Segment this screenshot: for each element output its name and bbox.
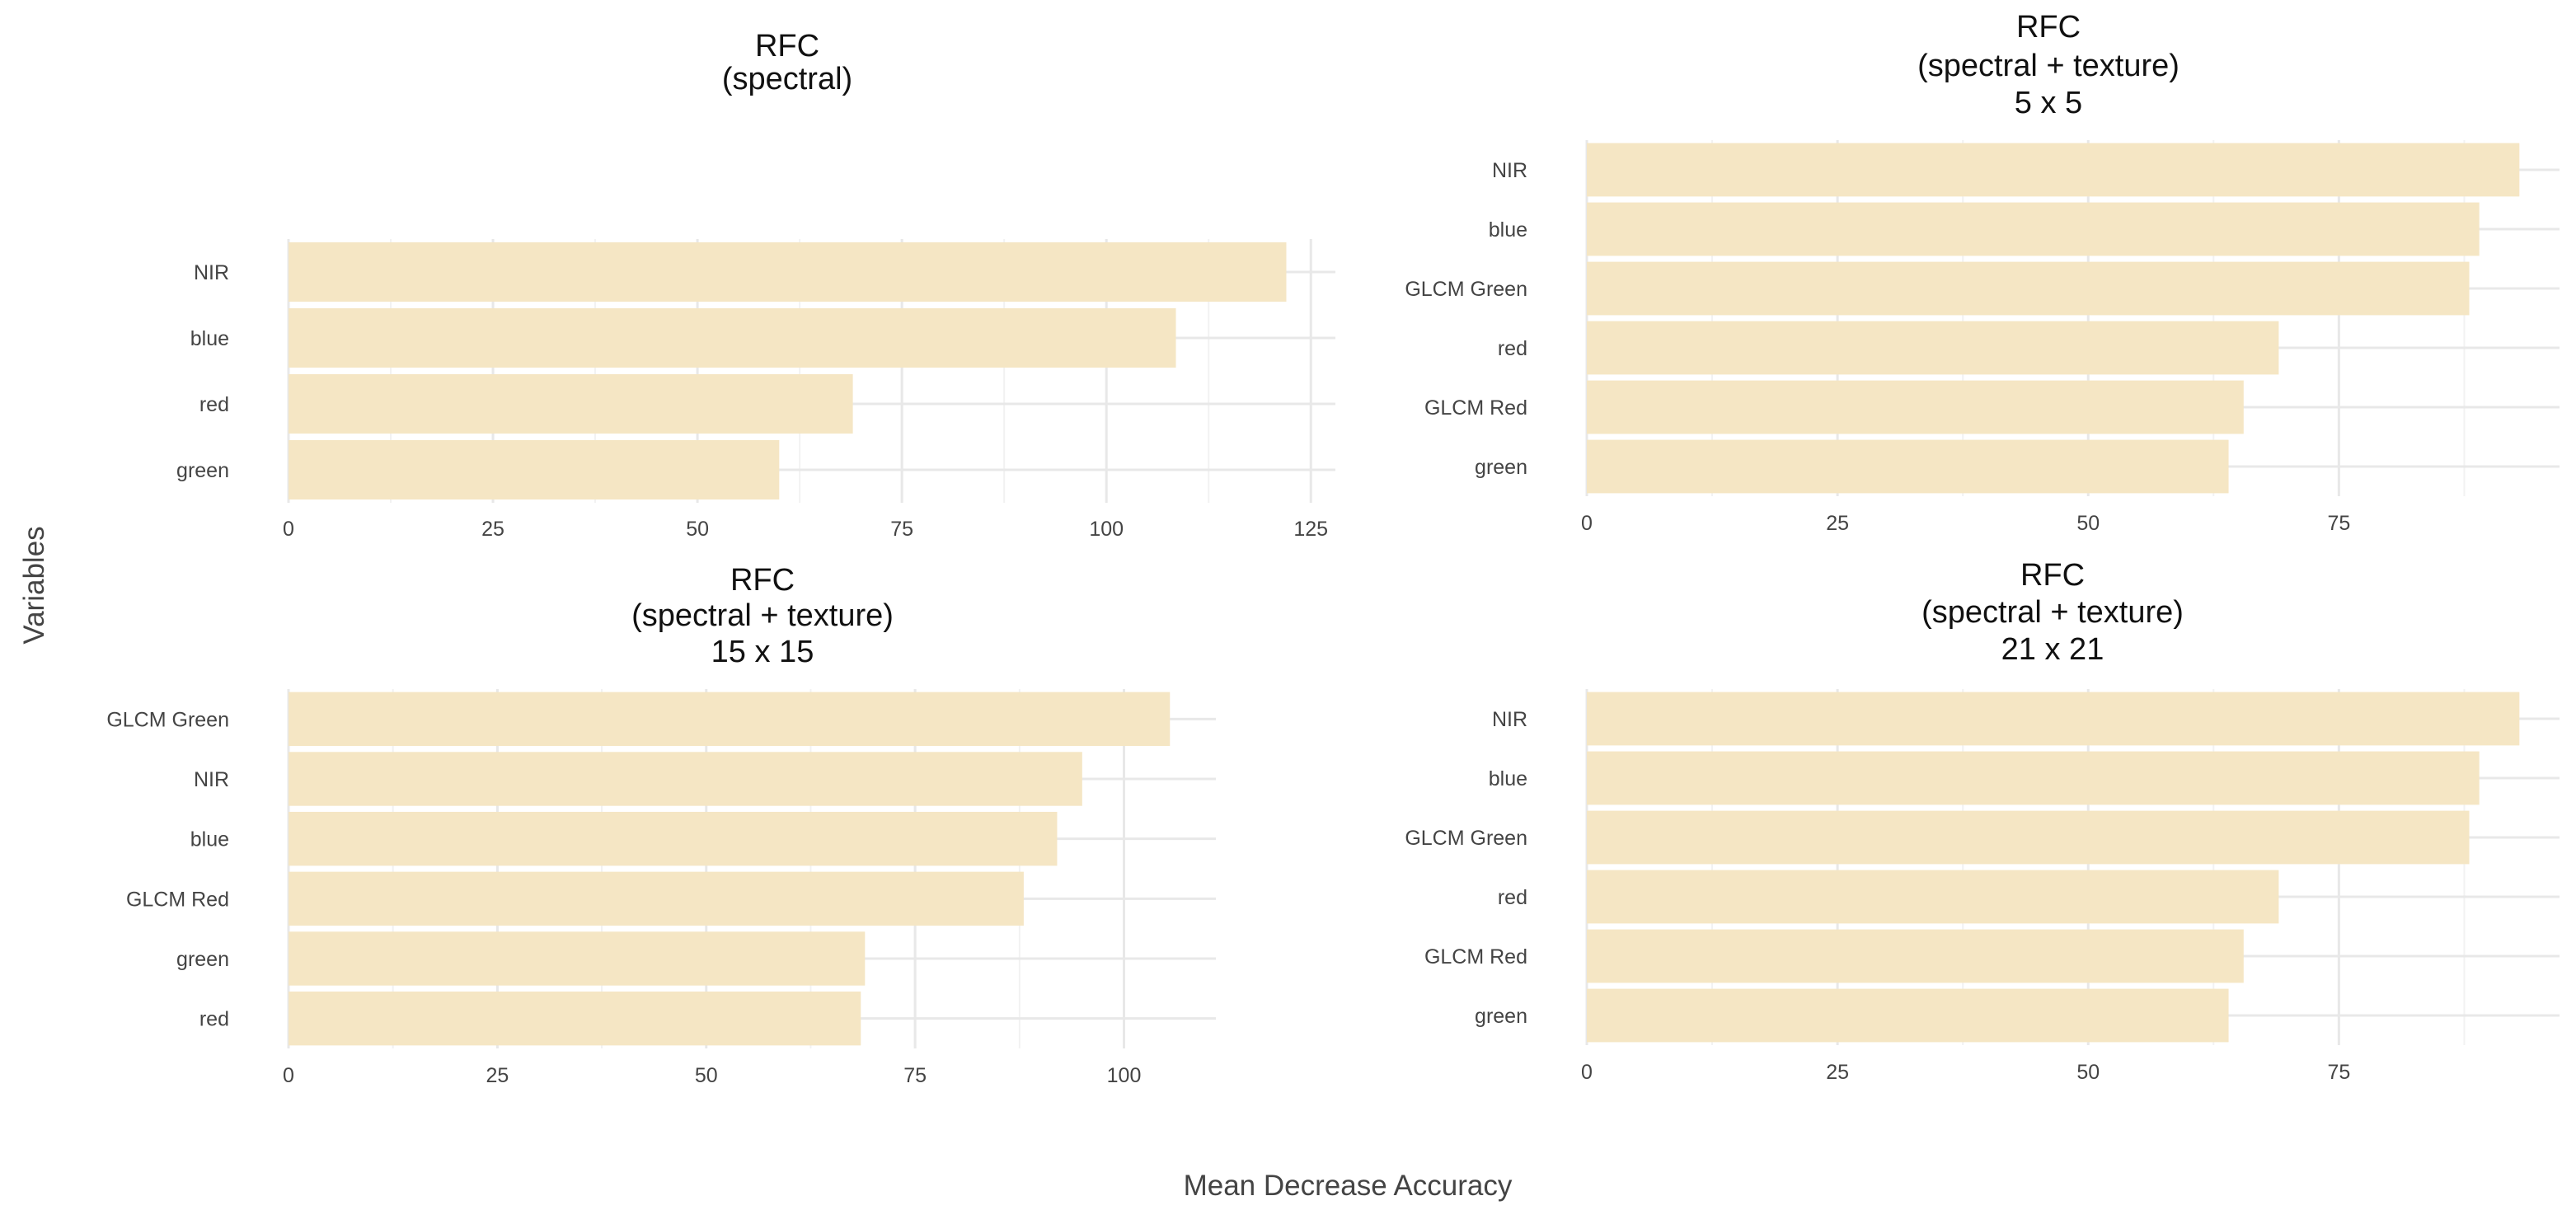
category-label: GLCM Red: [1424, 396, 1527, 420]
bar-glcm-green: [1587, 810, 2470, 865]
bar-blue: [1587, 751, 2480, 805]
panel-title-line: RFC: [2016, 10, 2081, 45]
panel-title-line: RFC: [730, 563, 795, 598]
x-axis-title: Mean Decrease Accuracy: [1184, 1170, 1513, 1202]
bar-green: [1587, 439, 2229, 494]
bar-blue: [289, 308, 1176, 368]
category-label: blue: [190, 327, 229, 350]
bar-red: [1587, 321, 2279, 375]
bar-glcm-red: [1587, 380, 2244, 434]
bar-glcm-green: [289, 692, 1171, 747]
x-tick-label: 25: [486, 1064, 509, 1087]
bar-blue: [289, 811, 1058, 866]
bar-nir: [289, 752, 1082, 806]
chart-panel-3: GLCM Green NIR blue GLCM Red green red 0 25 50 75…: [106, 563, 1216, 1087]
x-tick-label: 50: [2076, 1061, 2100, 1084]
bar-nir: [289, 242, 1287, 302]
chart-panel-2: NIR blue GLCM Green red GLCM Red green 0 25 50 75…: [1405, 10, 2560, 535]
panel-title-line: (spectral + texture): [631, 598, 894, 633]
category-label: blue: [190, 828, 229, 851]
bar-green: [289, 440, 780, 499]
chart-panel-1: NIR blue red green 0 25 50 75 100 125 RFC(spectral…: [176, 29, 1335, 541]
bar-glcm-green: [1587, 261, 2470, 316]
y-axis-title: Variables: [18, 526, 50, 644]
category-label: green: [1475, 1005, 1527, 1028]
bar-blue: [1587, 202, 2480, 256]
x-tick-label: 0: [1581, 512, 1593, 535]
x-tick-label: 75: [890, 518, 913, 541]
x-tick-label: 100: [1107, 1064, 1142, 1087]
category-label: red: [199, 1008, 229, 1031]
category-label: red: [1498, 886, 1527, 909]
category-label: NIR: [194, 261, 229, 284]
x-tick-label: 125: [1293, 518, 1328, 541]
panel-title-line: 21 x 21: [2001, 632, 2104, 667]
x-tick-label: 75: [2327, 512, 2350, 535]
panel-title-line: 15 x 15: [711, 635, 814, 669]
category-label: GLCM Red: [1424, 945, 1527, 968]
x-tick-label: 0: [1581, 1061, 1593, 1084]
bar-red: [289, 991, 861, 1046]
x-tick-label: 75: [903, 1064, 927, 1087]
category-label: NIR: [1492, 708, 1527, 731]
panel-title-line: (spectral + texture): [1917, 49, 2180, 83]
x-tick-label: 0: [283, 1064, 294, 1087]
bar-green: [1587, 988, 2229, 1043]
panel-title-line: RFC: [755, 29, 819, 63]
bar-nir: [1587, 692, 2520, 746]
x-tick-label: 25: [1826, 1061, 1849, 1084]
bar-red: [289, 374, 853, 434]
x-tick-label: 75: [2327, 1061, 2350, 1084]
panel-title-line: RFC: [2020, 558, 2085, 593]
category-label: blue: [1489, 767, 1527, 790]
category-label: red: [199, 393, 229, 416]
x-tick-label: 100: [1089, 518, 1124, 541]
x-tick-label: 25: [481, 518, 504, 541]
x-tick-label: 50: [695, 1064, 718, 1087]
category-label: GLCM Green: [106, 708, 229, 731]
category-label: green: [176, 948, 229, 971]
category-label: NIR: [1492, 159, 1527, 182]
category-label: green: [1475, 456, 1527, 479]
bar-green: [289, 931, 866, 986]
panel-title-line: (spectral): [722, 62, 852, 96]
category-label: blue: [1489, 218, 1527, 242]
bar-glcm-red: [289, 871, 1024, 926]
x-tick-label: 50: [686, 518, 709, 541]
panel-title-line: (spectral + texture): [1921, 595, 2184, 630]
x-tick-label: 0: [283, 518, 294, 541]
category-label: green: [176, 459, 229, 482]
x-tick-label: 50: [2076, 512, 2100, 535]
category-label: GLCM Green: [1405, 827, 1527, 850]
category-label: red: [1498, 337, 1527, 360]
x-tick-label: 25: [1826, 512, 1849, 535]
bar-nir: [1587, 143, 2520, 197]
bar-red: [1587, 870, 2279, 924]
chart-panel-4: NIR blue GLCM Green red GLCM Red green 0 25 50 75…: [1405, 558, 2560, 1084]
panel-title-line: 5 x 5: [2015, 86, 2082, 120]
bar-glcm-red: [1587, 929, 2244, 983]
category-label: NIR: [194, 768, 229, 791]
category-label: GLCM Green: [1405, 278, 1527, 301]
category-label: GLCM Red: [126, 888, 229, 911]
